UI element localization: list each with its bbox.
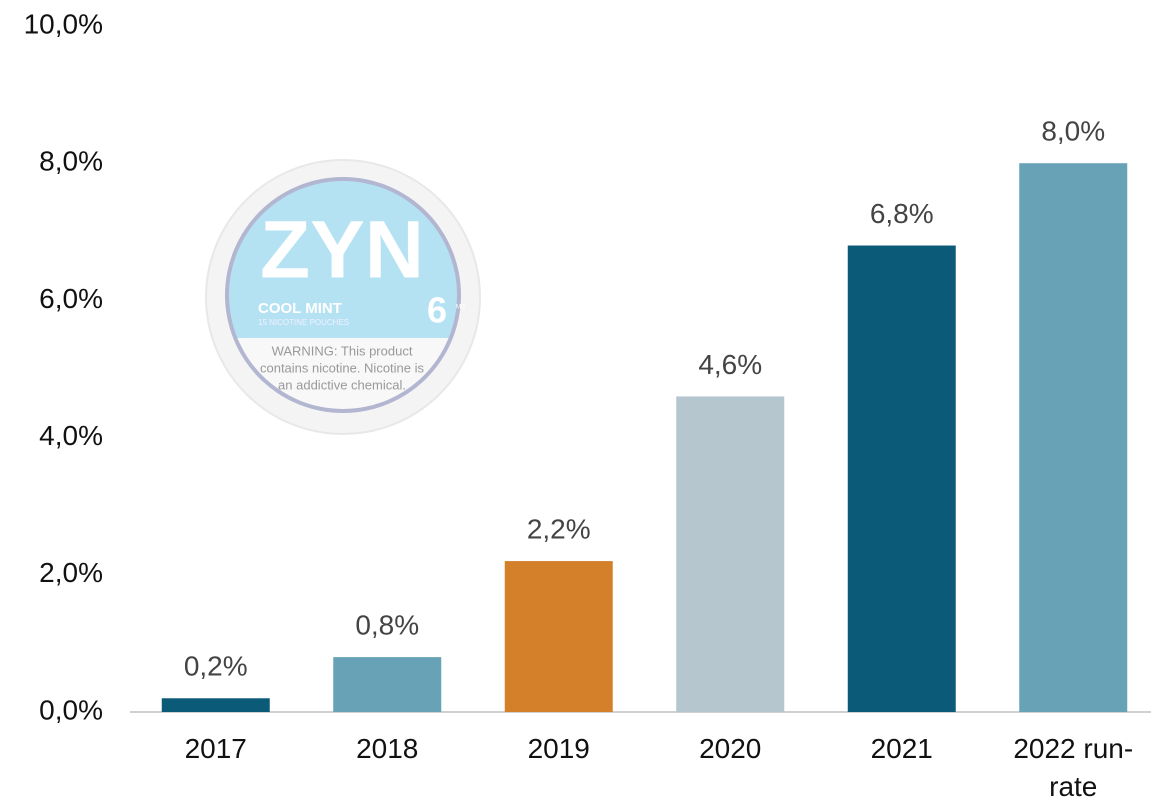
unit: MG [456,305,466,311]
x-tick-label: 2020 [655,730,805,768]
value-label: 8,0% [1041,116,1105,147]
chart: ZYN COOL MINT 15 NICOTINE POUCHES 6 MG W… [0,0,1151,799]
bar [162,698,270,712]
count: 15 NICOTINE POUCHES [258,318,349,327]
y-tick-label: 8,0% [39,146,103,177]
bar [505,561,613,712]
warning-line: an addictive chemical. [278,377,406,392]
strength: 6 [427,290,447,331]
bar [1019,163,1127,712]
value-label: 0,8% [355,610,419,641]
warning-line: WARNING: This product [272,343,413,358]
x-tick-label: 2019 [484,730,634,768]
value-label: 6,8% [870,198,934,229]
y-tick-label: 4,0% [39,420,103,451]
y-tick-label: 0,0% [39,694,103,725]
flavor: COOL MINT [258,300,342,317]
y-tick-label: 6,0% [39,283,103,314]
brand: ZYN [260,205,424,296]
y-tick-label: 2,0% [39,557,103,588]
value-label: 0,2% [184,651,248,682]
value-label: 2,2% [527,513,591,544]
chart-root: ZYN COOL MINT 15 NICOTINE POUCHES 6 MG W… [0,0,1151,799]
product-image: ZYN COOL MINT 15 NICOTINE POUCHES 6 MG W… [206,160,480,438]
x-tick-label: 2017 [141,730,291,768]
value-label: 4,6% [698,349,762,380]
warning-line: contains nicotine. Nicotine is [260,360,425,375]
bar [848,246,956,712]
y-tick-label: 10,0% [24,8,103,39]
bar [333,657,441,712]
x-tick-label: 2021 [827,730,977,768]
x-tick-label: 2022 run-rate [998,730,1148,799]
bar [676,396,784,712]
x-tick-label: 2018 [312,730,462,768]
